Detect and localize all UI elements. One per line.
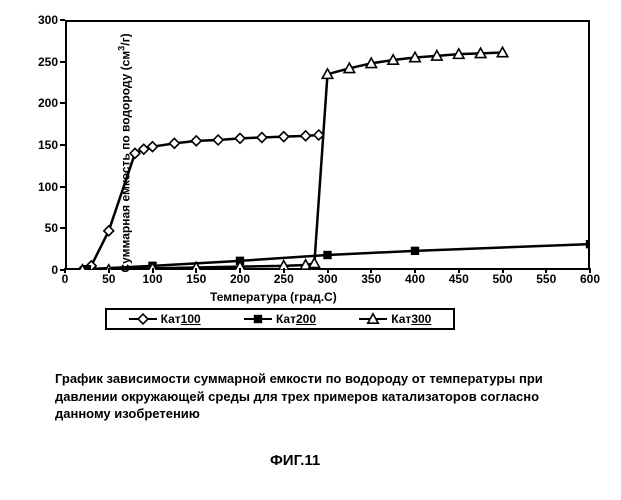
ytick-label: 200 [28,96,58,110]
xtick-label: 250 [274,272,294,286]
xtick-label: 300 [317,272,337,286]
series-marker-Кат100 [169,138,179,148]
series-marker-Кат100 [279,132,289,142]
ytick-label: 50 [28,221,58,235]
series-marker-Кат100 [148,142,158,152]
caption-text: График зависимости суммарной емкости по … [55,370,575,423]
series-marker-Кат100 [191,136,201,146]
xtick-label: 150 [186,272,206,286]
ytick-label: 100 [28,180,58,194]
series-marker-Кат100 [130,148,140,158]
series-marker-Кат100 [213,135,223,145]
series-marker-Кат200 [586,240,590,248]
xtick-label: 550 [536,272,556,286]
series-marker-Кат100 [257,133,267,143]
ytick-label: 250 [28,55,58,69]
xtick-label: 50 [102,272,115,286]
xtick-label: 600 [580,272,600,286]
legend-item-Кат100: Кат100 [107,312,222,326]
ytick [60,102,65,104]
legend-marker-icon [359,312,387,326]
xtick-label: 500 [492,272,512,286]
figure-label: ФИГ.11 [270,452,320,469]
ytick [60,19,65,21]
ytick [60,227,65,229]
legend: Кат100 Кат200 Кат300 [105,308,455,330]
ytick [60,61,65,63]
ytick [60,144,65,146]
series-marker-Кат100 [104,226,114,236]
legend-label: Кат100 [161,312,201,326]
xtick-label: 400 [405,272,425,286]
xtick-label: 0 [62,272,69,286]
legend-marker-icon [244,312,272,326]
chart-container: Суммарная емкость по водороду (см3/г) 05… [10,10,611,310]
series-marker-Кат100 [139,144,149,154]
figure: Суммарная емкость по водороду (см3/г) 05… [10,10,611,490]
x-axis-label: Температура (град.C) [210,290,337,304]
xtick-label: 200 [230,272,250,286]
legend-item-Кат200: Кат200 [222,312,337,326]
xtick-label: 350 [361,272,381,286]
ytick-label: 300 [28,13,58,27]
legend-label: Кат300 [391,312,431,326]
series-marker-Кат100 [301,131,311,141]
series-line-Кат300 [83,53,503,271]
ytick-label: 150 [28,138,58,152]
series-line-Кат100 [83,135,319,270]
xtick-label: 450 [449,272,469,286]
legend-item-Кат300: Кат300 [338,312,453,326]
series-marker-Кат200 [323,251,331,259]
legend-marker-icon [129,312,157,326]
ytick-label: 0 [28,263,58,277]
ytick [60,186,65,188]
series-marker-Кат100 [235,133,245,143]
plot-svg [65,20,590,270]
series-marker-Кат200 [411,247,419,255]
xtick-label: 100 [142,272,162,286]
series-line-Кат200 [87,244,590,269]
legend-label: Кат200 [276,312,316,326]
